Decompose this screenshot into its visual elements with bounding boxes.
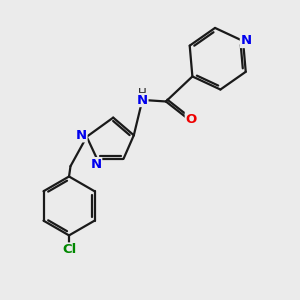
Text: Cl: Cl	[62, 243, 76, 256]
Text: N: N	[240, 34, 252, 47]
Text: N: N	[76, 129, 87, 142]
Text: O: O	[185, 112, 197, 126]
Text: H: H	[138, 87, 147, 100]
Text: N: N	[91, 158, 102, 171]
Text: N: N	[137, 94, 148, 106]
